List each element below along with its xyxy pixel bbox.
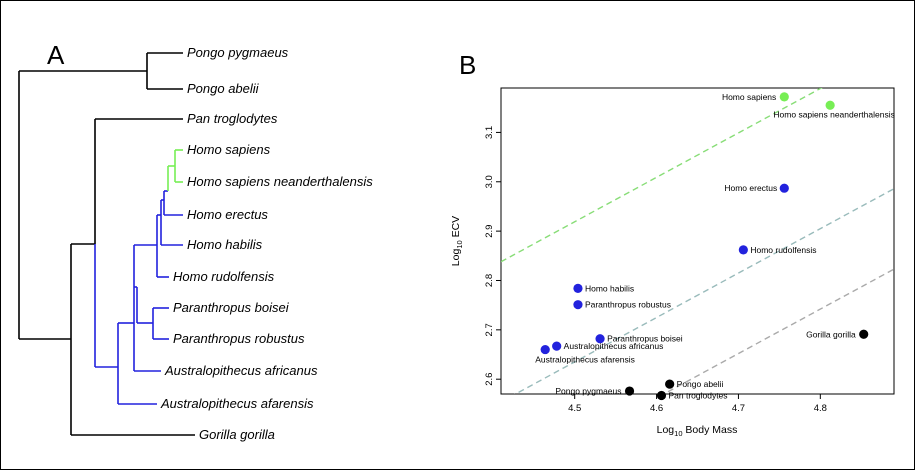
data-points [540,92,869,401]
point-label-australopithecus-africanus: Australopithecus africanus [564,341,664,351]
point-label-homo-erectus: Homo erectus [724,183,777,193]
point-australopithecus-africanus [552,341,562,351]
point-label-paranthropus-robustus: Paranthropus robustus [585,300,671,310]
x-tick-label: 4.5 [568,403,581,414]
point-homo-erectus [779,183,789,193]
fit-lines [501,88,894,394]
y-tick-label: 2.9 [484,225,495,238]
tip-label-paranthropus-boisei: Paranthropus boisei [173,300,290,315]
tip-label-gorilla-gorilla: Gorilla gorilla [199,427,275,442]
y-tick-label: 2.8 [484,274,495,287]
phylogenetic-tree: Pongo pygmaeus Pongo abelii Pan troglody… [18,45,373,442]
tip-label-homo-erectus: Homo erectus [187,207,268,222]
point-pan-troglodytes [656,390,667,401]
point-australopithecus-afarensis [540,344,550,355]
tip-label-australopithecus-afarensis: Australopithecus afarensis [160,396,314,411]
x-tick-label: 4.8 [814,403,827,414]
point-label-homo-habilis: Homo habilis [585,283,634,293]
point-label-pongo-abelii: Pongo abelii [677,379,724,389]
tip-label-homo-habilis: Homo habilis [187,237,263,252]
panel-b-label: B [459,50,476,80]
plot-frame [500,87,895,395]
point-label-paranthropus-boisei: Paranthropus boisei [607,334,683,344]
tip-label-homo-sapiens: Homo sapiens [187,142,271,157]
point-label-homo-sapiens-neanderthalensis: Homo sapiens neanderthalensis [773,109,894,119]
data-point-labels: Homo sapiens Homo sapiens neanderthalensi… [535,92,895,401]
tree-branches-black [18,52,195,436]
point-pongo-pygmaeus [624,386,635,396]
point-gorilla-gorilla [859,329,869,339]
point-paranthropus-robustus [573,300,583,310]
y-tick-label: 3.0 [484,175,495,188]
x-tick-label: 4.7 [732,403,745,414]
point-label-australopithecus-afarensis: Australopithecus afarensis [535,355,635,365]
y-axis-label: Log10 ECV [450,216,464,266]
panel-a-label: A [47,40,65,70]
point-homo-habilis [573,283,583,293]
point-pongo-abelii [665,379,675,389]
y-axis-ticks: 2.6 2.7 2.8 2.9 3.0 3.1 [484,126,501,386]
tip-label-australopithecus-africanus: Australopithecus africanus [164,363,318,378]
point-label-pan-troglodytes: Pan troglodytes [668,390,727,400]
tip-label-pongo-pygmaeus: Pongo pygmaeus [187,45,289,60]
y-tick-label: 3.1 [484,126,495,139]
tree-tip-labels: Pongo pygmaeus Pongo abelii Pan troglody… [160,45,373,442]
point-homo-sapiens [779,92,789,102]
y-tick-label: 2.7 [484,323,495,336]
point-paranthropus-boisei [595,334,605,344]
x-axis-ticks: 4.5 4.6 4.7 4.8 [568,394,827,414]
tip-label-pan-troglodytes: Pan troglodytes [187,111,278,126]
tip-label-pongo-abelii: Pongo abelii [187,81,260,96]
tip-label-homo-sapiens-neanderthalensis: Homo sapiens neanderthalensis [187,174,373,189]
fit-line-great-ape [662,268,894,394]
point-label-pongo-pygmaeus: Pongo pygmaeus [555,386,621,396]
point-label-gorilla-gorilla: Gorilla gorilla [806,329,856,339]
x-tick-label: 4.6 [650,403,663,414]
x-axis-label: Log10 Body Mass [657,424,738,438]
tree-branches-sapiens [167,149,183,191]
fit-line-hominin [514,188,894,394]
fit-line-homo-sapiens-group [501,88,823,263]
tree-branches-hominin [94,190,183,405]
tip-label-homo-rudolfensis: Homo rudolfensis [173,269,275,284]
y-tick-label: 2.6 [484,373,495,386]
tip-label-paranthropus-robustus: Paranthropus robustus [173,331,305,346]
point-label-homo-sapiens: Homo sapiens [722,92,776,102]
point-homo-sapiens-neanderthalensis [825,100,835,110]
point-label-homo-rudolfensis: Homo rudolfensis [750,245,816,255]
scatter-plot: 4.5 4.6 4.7 4.8 2.6 2.7 2.8 2.9 3.0 3.1 Homo sap… [450,87,895,438]
point-homo-rudolfensis [738,245,748,255]
